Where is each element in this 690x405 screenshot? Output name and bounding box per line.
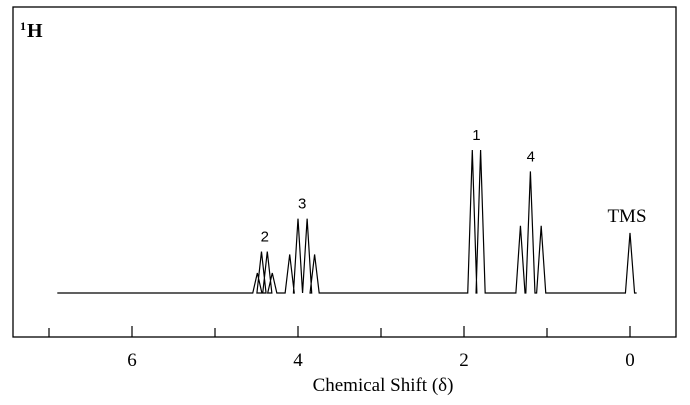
x-tick-label: 0 [625, 350, 635, 371]
x-axis-title: Chemical Shift (δ) [313, 375, 454, 396]
spectrum-trace [57, 149, 637, 294]
x-axis-tick-labels: 6 4 2 0 [127, 350, 635, 371]
x-tick-label: 4 [293, 350, 303, 371]
x-tick-label: 2 [459, 350, 469, 371]
peak-label-1: 1 [472, 127, 480, 144]
nucleus-label: H [27, 20, 43, 42]
peak-label-tms: TMS [607, 206, 646, 227]
plot-frame [12, 6, 677, 338]
peak-label-4: 4 [527, 148, 535, 165]
peak-label-2: 2 [261, 229, 269, 246]
x-tick-label: 6 [127, 350, 137, 371]
peak-label-3: 3 [298, 196, 306, 213]
nucleus-superscript: 1 [20, 19, 26, 33]
peak-labels: 1 2 3 4 TMS [261, 127, 647, 246]
x-axis-ticks [48, 326, 631, 337]
